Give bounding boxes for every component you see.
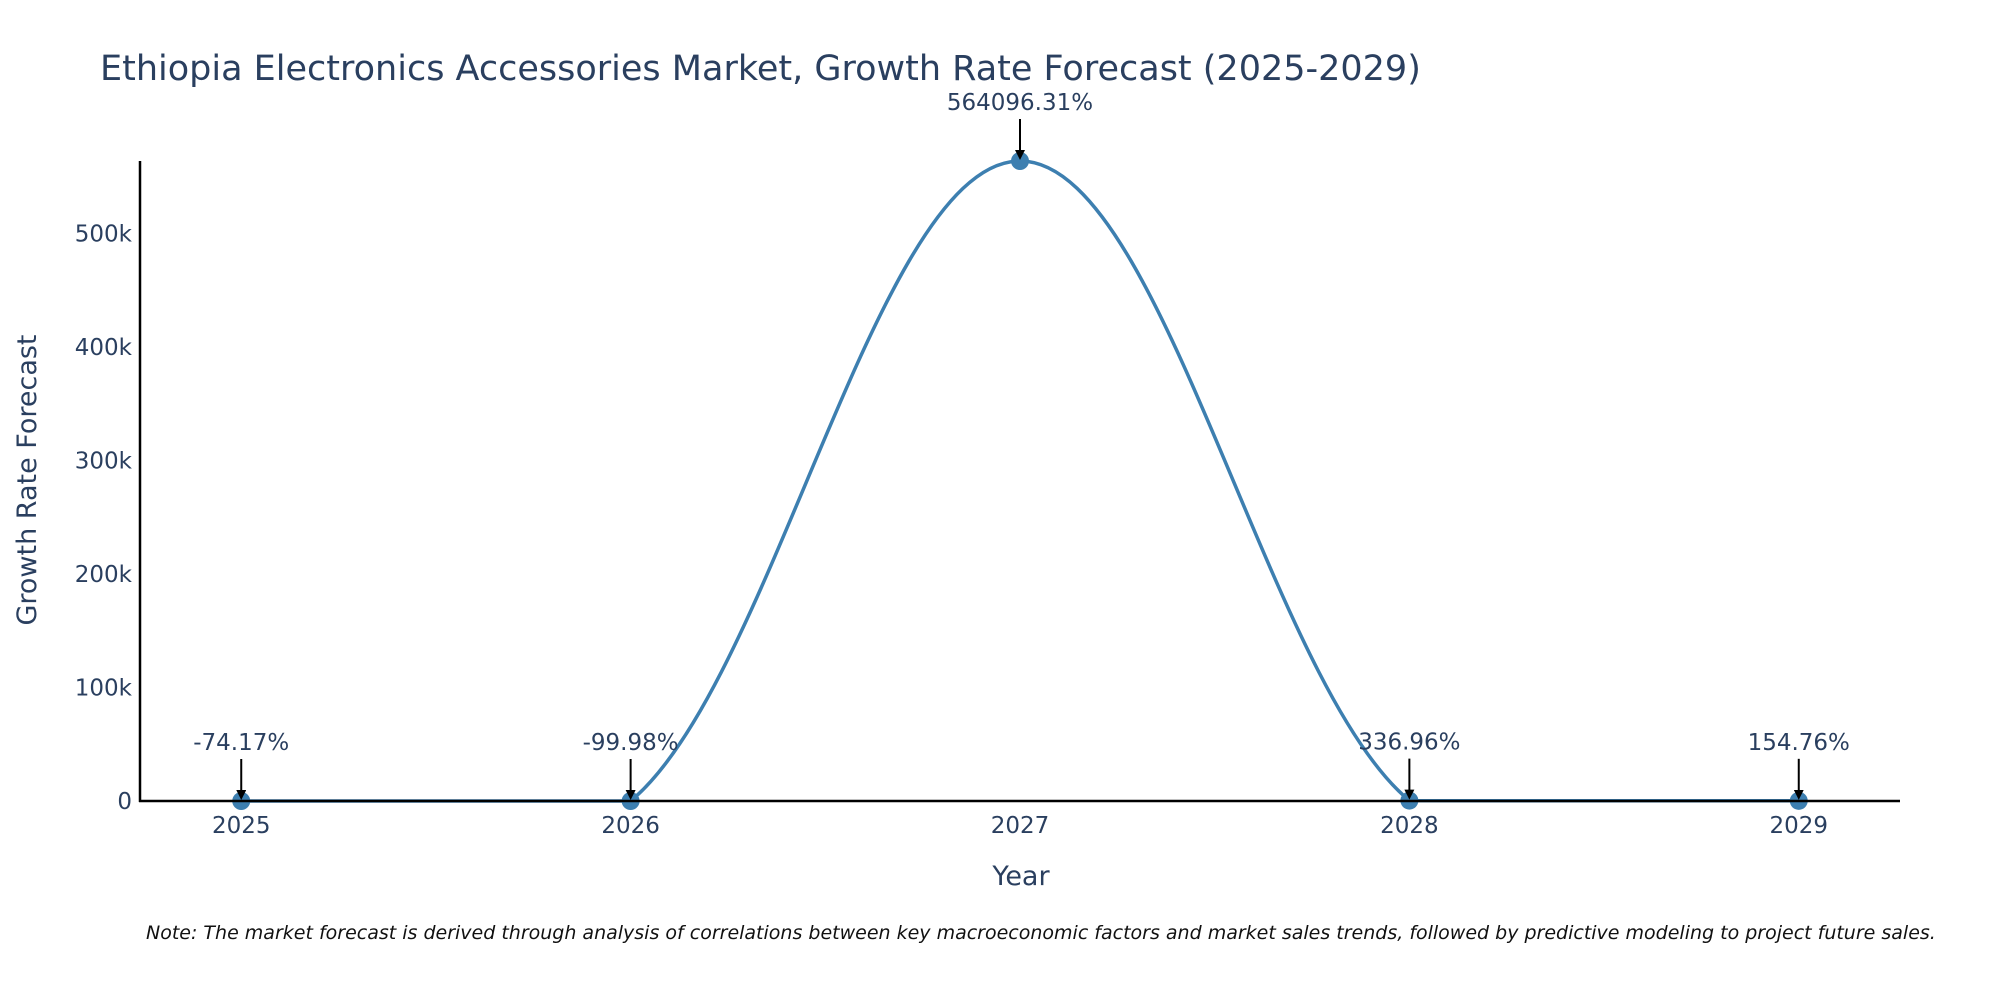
y-axis-ticks: 0 100k 200k 300k 400k 500k xyxy=(75,222,133,815)
series-line xyxy=(241,159,1799,803)
y-tick-label: 100k xyxy=(75,676,133,702)
y-tick-label: 200k xyxy=(75,562,133,588)
data-markers xyxy=(232,152,1808,810)
x-axis-ticks: 2025 2026 2027 2028 2029 xyxy=(212,813,1828,839)
data-label: -74.17% xyxy=(193,730,289,756)
x-tick-label: 2029 xyxy=(1769,813,1828,839)
data-annotations: -74.17% -99.98% 564096.31% 336.96% 154.76% xyxy=(193,90,1850,800)
x-axis-title: Year xyxy=(991,861,1050,892)
x-tick-label: 2028 xyxy=(1380,813,1439,839)
data-label: 154.76% xyxy=(1748,730,1850,756)
x-tick-label: 2027 xyxy=(991,813,1050,839)
data-label: 336.96% xyxy=(1358,730,1460,756)
footnote: Note: The market forecast is derived thr… xyxy=(146,922,1936,944)
y-tick-label: 500k xyxy=(75,222,133,248)
y-tick-label: 400k xyxy=(75,335,133,361)
y-axis-title: Growth Rate Forecast xyxy=(12,334,43,625)
y-tick-label: 0 xyxy=(117,789,132,815)
chart-title: Ethiopia Electronics Accessories Market,… xyxy=(100,49,1421,89)
y-tick-label: 300k xyxy=(75,449,133,475)
x-tick-label: 2025 xyxy=(212,813,271,839)
data-label: 564096.31% xyxy=(947,90,1093,116)
x-tick-label: 2026 xyxy=(601,813,660,839)
data-label: -99.98% xyxy=(583,730,679,756)
